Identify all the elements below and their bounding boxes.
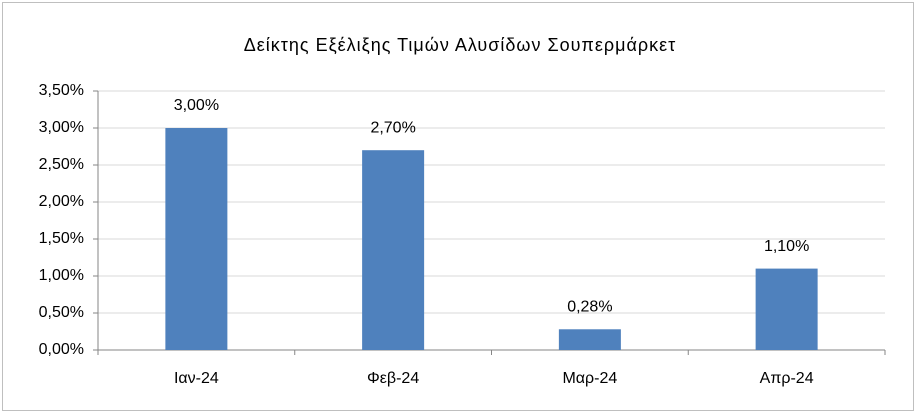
bar <box>362 150 425 350</box>
x-tick-label: Φεβ-24 <box>367 370 419 387</box>
x-tick-label: Μαρ-24 <box>562 370 617 387</box>
y-tick-label: 3,00% <box>39 119 84 136</box>
bar <box>558 329 621 350</box>
bar <box>165 128 228 350</box>
bar <box>755 268 818 350</box>
y-tick-label: 0,00% <box>39 341 84 358</box>
y-tick-label: 3,50% <box>39 82 84 99</box>
y-tick-label: 2,00% <box>39 193 84 210</box>
x-tick-label: Ιαν-24 <box>174 370 219 387</box>
chart-title: Δείκτης Εξέλιξης Τιμών Αλυσίδων Σουπερμά… <box>244 35 677 55</box>
value-label: 3,00% <box>174 97 219 114</box>
value-label: 0,28% <box>567 298 612 315</box>
y-tick-label: 1,50% <box>39 230 84 247</box>
value-label: 1,10% <box>764 238 809 255</box>
x-tick-label: Απρ-24 <box>760 370 814 387</box>
y-tick-label: 1,00% <box>39 267 84 284</box>
y-tick-label: 2,50% <box>39 156 84 173</box>
y-tick-label: 0,50% <box>39 304 84 321</box>
value-label: 2,70% <box>370 119 415 136</box>
